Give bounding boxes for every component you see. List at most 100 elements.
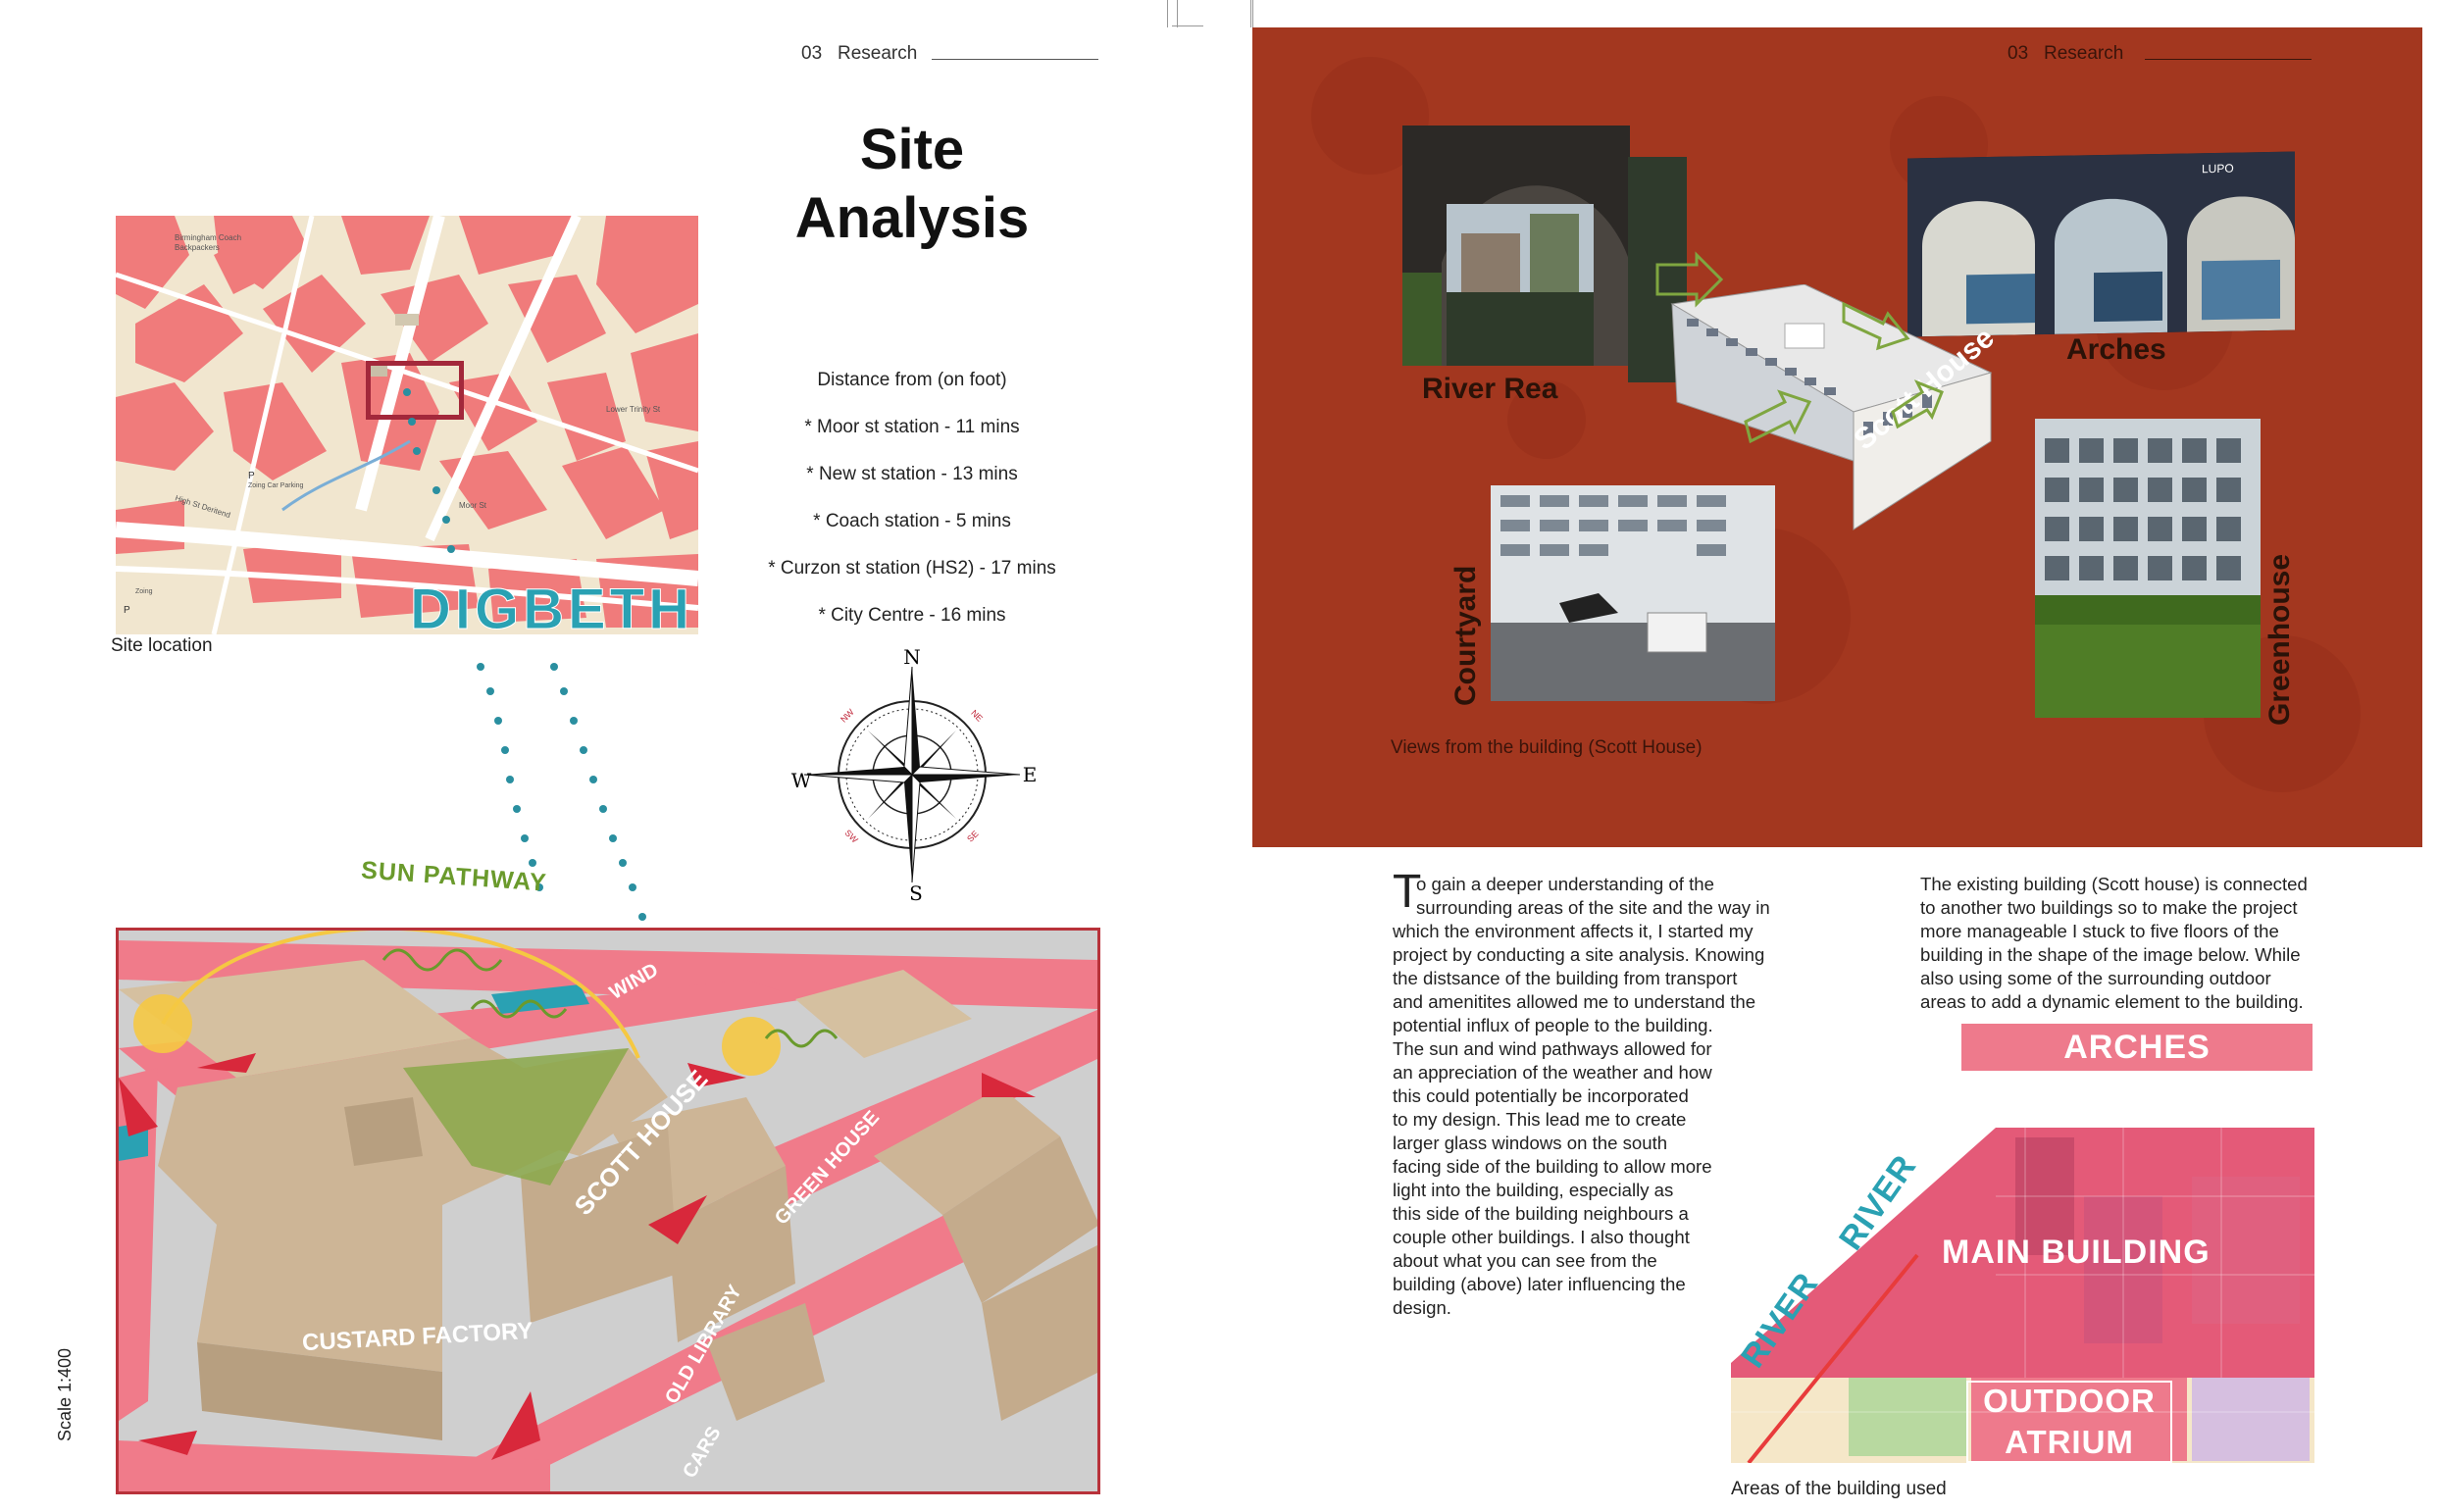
para1-first-line: o gain a deeper understanding of the [1416,874,1714,894]
para1-line: and amenitites allowed me to understand … [1393,991,1756,1012]
floor-plan [1731,1118,2319,1465]
photo-courtyard [1491,485,1775,701]
map-small-label: Lower Trinity St [606,405,661,414]
distance-heading: Distance from (on foot) [817,370,1007,390]
header-section: Research [837,43,918,64]
distance-item: * New st station - 13 mins [806,464,1018,484]
photos-caption: Views from the building (Scott House) [1391,737,1703,758]
svg-text:P: P [124,605,130,616]
map-small-label: Birmingham Coach [175,233,241,242]
axo-svg [119,931,1097,1491]
page-header-right: 03 Research [2008,43,2123,65]
title-line2: Analysis [794,186,1030,250]
photo-arches: LUPO [1907,151,2295,337]
distance-item: * Moor st station - 11 mins [804,417,1020,437]
compass-east: E [1023,763,1038,786]
photo-greenhouse-img [2035,419,2261,718]
header-number: 03 [801,43,823,64]
scott-house-img [1670,283,1993,530]
para1-line: larger glass windows on the south [1393,1133,1668,1153]
map-drawing: Birmingham Coach Backpackers P Zoing Car… [116,216,698,634]
axonometric-drawing [116,928,1100,1494]
header-rule [932,59,1098,60]
para1-line: an appreciation of the weather and how [1393,1062,1712,1083]
distance-list: Distance from (on foot) * Moor st statio… [745,357,1079,639]
para1-line: about what you can see from the [1393,1250,1657,1271]
photo-label-river-rea: River Rea [1422,373,1558,405]
distance-item: * City Centre - 16 mins [818,605,1006,626]
para2-line: The existing building (Scott house) is c… [1920,874,2308,894]
connector-dots [403,388,656,950]
plan-label-arches: ARCHES [2063,1029,2211,1066]
district-label: DIGBETH [410,578,693,641]
para1-line: the distsance of the building from trans… [1393,968,1738,988]
scale-label: Scale 1:400 [55,1347,75,1441]
photo-label-greenhouse: Greenhouse [2263,553,2296,726]
scott-house-render [1667,283,2001,539]
arches-banner: ARCHES [1961,1024,2313,1071]
crop-mark [1167,0,1168,27]
para1-line: surrounding areas of the site and the wa… [1416,897,1770,918]
distance-item: * Curzon st station (HS2) - 17 mins [768,558,1056,579]
page-title: Site Analysis [765,116,1059,253]
para2-line: building in the shape of the image below… [1920,944,2301,965]
paragraph-building-scope: The existing building (Scott house) is c… [1920,873,2352,1014]
para1-line: which the environment affects it, I star… [1393,921,1754,941]
para1-line: design. [1393,1297,1451,1318]
para1-line: this side of the building neighbours a [1393,1203,1689,1224]
crop-mark [1177,0,1178,27]
distance-item: * Coach station - 5 mins [813,511,1011,531]
photo-label-courtyard: Courtyard [1449,565,1482,706]
arches-sign: LUPO [2202,162,2234,176]
dropcap: T [1393,866,1422,918]
compass-north: N [903,647,921,669]
para1-line: couple other buildings. I also thought [1393,1227,1690,1247]
map-small-label: Zoing Car Parking [248,482,304,489]
map-caption: Site location [111,635,213,656]
crop-mark [1252,0,1253,27]
para1-line: potential influx of people to the buildi… [1393,1015,1713,1035]
plan-caption: Areas of the building used [1731,1479,1947,1499]
page-header: 03 Research [801,43,917,65]
plan-label-main-building: MAIN BUILDING [1942,1234,2211,1271]
header-number: 03 [2008,43,2029,64]
paragraph-site-analysis: T o gain a deeper understanding of the s… [1393,869,1805,1320]
photo-greenhouse [2035,419,2261,718]
photo-river-rea [1402,126,1630,366]
para2-line: also using some of the surrounding outdo… [1920,968,2271,988]
photo-courtyard-img [1491,485,1775,701]
site-marker [366,361,464,420]
svg-text:Zoing: Zoing [135,588,153,595]
photo-label-arches: Arches [2066,333,2166,366]
map-small-label: Moor St [459,501,487,510]
photo-arches-img: LUPO [1907,151,2295,337]
photo-river-rea-img [1402,126,1630,366]
para2-line: more manageable I stuck to five floors o… [1920,921,2279,941]
site-location-map: Birmingham Coach Backpackers P Zoing Car… [116,216,698,634]
compass-west: W [791,769,812,792]
para1-line: to my design. This lead me to create [1393,1109,1687,1130]
para1-line: this could potentially be incorporated [1393,1085,1689,1106]
para1-line: building (above) later influencing the [1393,1274,1686,1294]
plan-label-outdoor: OUTDOOR [1983,1383,2156,1419]
floor-plan-svg [1731,1118,2319,1465]
crop-mark [1250,0,1251,27]
para2-line: to another two buildings so to make the … [1920,897,2298,918]
header-section: Research [2043,43,2124,64]
outdoor-atrium-box [1966,1381,2172,1463]
svg-text:P: P [248,471,255,481]
compass-south: S [909,882,923,902]
crop-mark [1172,25,1203,26]
plan-label-atrium: ATRIUM [2005,1424,2134,1460]
para1-line: light into the building, especially as [1393,1180,1674,1200]
para1-line: project by conducting a site analysis. K… [1393,944,1765,965]
header-rule [2145,59,2312,60]
view-arrows [1655,251,1944,444]
para1-line: facing side of the building to allow mor… [1393,1156,1712,1177]
map-small-label: Backpackers [175,243,220,252]
compass-drawing: N S E W NW NE SW SE [791,645,1038,905]
title-line1: Site [859,118,965,181]
para2-line: areas to add a dynamic element to the bu… [1920,991,2304,1012]
para1-line: The sun and wind pathways allowed for [1393,1038,1712,1059]
compass-rose: N S E W NW NE SW SE [785,645,1040,905]
